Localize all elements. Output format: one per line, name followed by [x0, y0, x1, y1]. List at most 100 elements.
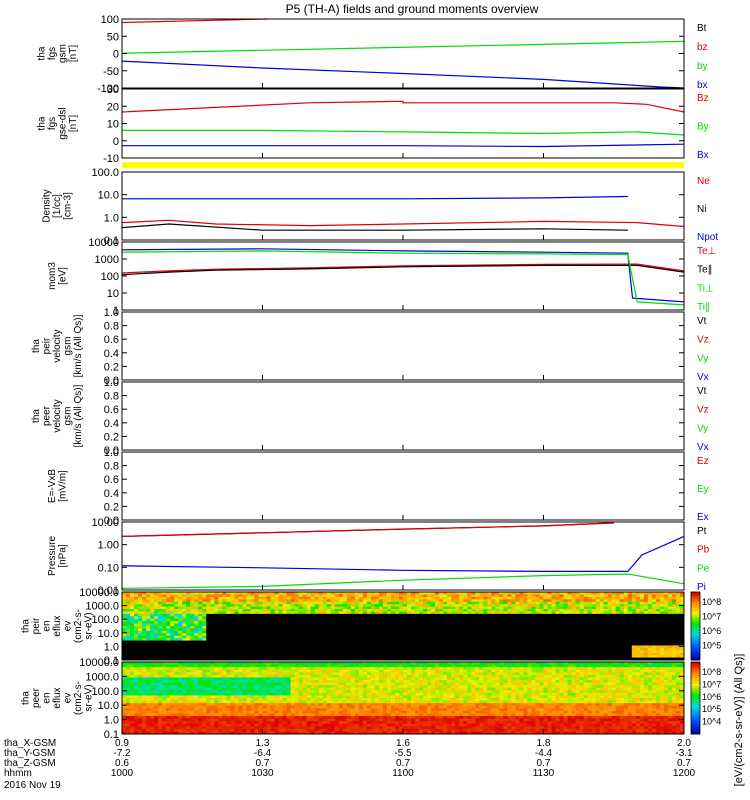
y-tick-label: 100.0 — [91, 686, 119, 698]
series-Pe — [121, 573, 685, 589]
colorbar-tick: 10^7 — [702, 612, 721, 622]
legend-Vx: Vx — [697, 372, 709, 383]
colorbar: 10^8 10^7 10^6 10^5 10^4 — [690, 661, 721, 735]
axis-row-value: -5.5 — [394, 748, 412, 759]
legend-Vy: Vy — [697, 423, 708, 434]
y-tick-label: 10.0 — [98, 700, 119, 712]
legend-Ez: Ez — [697, 456, 709, 467]
legend: Vt Vz Vy Vx — [697, 386, 709, 453]
heatmap-cells — [122, 662, 685, 735]
panel-1: 100 50 0 -50 -100 tha fgs gsm [nT] Bt bz by bx — [36, 14, 707, 95]
y-label-line: [km/s (All Qs)] — [73, 384, 84, 447]
y-label-line: eflux — [52, 615, 63, 636]
y-tick-label: 1.0 — [104, 447, 119, 459]
y-axis-label: Density [1/cc] [cm-3] — [42, 189, 74, 222]
y-tick-label: 0.2 — [104, 361, 119, 373]
y-label-line: en — [42, 692, 53, 703]
y-label-line: en — [42, 620, 53, 631]
y-tick-label: 10000 — [88, 237, 119, 249]
y-tick-label: 0.10 — [98, 562, 119, 574]
y-tick-label: 0.8 — [104, 321, 119, 333]
axis-row-value: 1000 — [111, 768, 134, 779]
axis-row-value: 0.7 — [677, 758, 691, 769]
y-tick-label: 1.0 — [104, 377, 119, 389]
y-label-line: gsm — [63, 337, 74, 356]
legend: Te⊥ Te∥ Ti⊥ Ti∥ — [697, 246, 716, 313]
axis-row-value: 1.6 — [396, 738, 410, 749]
series-Bz — [121, 100, 685, 113]
y-tick-label: 0.0 — [104, 375, 119, 387]
legend-Bz: Bz — [697, 93, 709, 104]
y-tick-label: 10 — [107, 119, 119, 131]
y-tick-label: 50 — [107, 31, 119, 43]
series-Ne — [121, 219, 685, 228]
legend-Vz: Vz — [697, 405, 709, 416]
y-tick-label: 0.2 — [104, 501, 119, 513]
y-tick-label: 10.0 — [98, 190, 119, 202]
legend: Bz By Bx — [697, 93, 709, 161]
series-Ti∥ — [121, 250, 685, 306]
y-label-line: mom3 — [47, 262, 58, 290]
y-tick-label: 0.6 — [104, 404, 119, 416]
series-Bt — [121, 18, 268, 24]
y-label-line: tha — [31, 339, 42, 353]
colorbar-tick: 10^5 — [702, 704, 721, 714]
y-tick-label: 1.0 — [104, 307, 119, 319]
axis-row-label: hhmm — [4, 768, 32, 779]
y-label-line: tha — [21, 691, 32, 705]
figure-title: P5 (TH-A) fields and ground moments over… — [286, 2, 539, 16]
colorbar: 10^8 10^7 10^6 10^5 — [690, 591, 721, 661]
legend-Ni: Ni — [697, 204, 706, 215]
legend: Ez Ey Ex — [697, 456, 709, 523]
y-label-line: tha — [36, 116, 47, 130]
legend-Vz: Vz — [697, 335, 709, 346]
y-label-line: eflux — [52, 687, 63, 708]
y-tick-label: 0.1 — [104, 729, 119, 741]
legend: Ne Ni Npot — [697, 176, 718, 243]
legend: Bt bz by bx — [697, 23, 708, 91]
y-tick-label: 10000.0 — [79, 587, 119, 599]
legend-Pb: Pb — [697, 545, 710, 556]
y-tick-label: 0.2 — [104, 431, 119, 443]
series-Ti⊥ — [121, 248, 685, 303]
legend-Vt: Vt — [697, 316, 707, 327]
y-tick-label: 10 — [107, 288, 119, 300]
axis-row-value: 1.8 — [537, 738, 551, 749]
y-tick-label: 100.0 — [91, 167, 119, 179]
y-tick-label: 0 — [113, 136, 119, 148]
panel-2: 30 20 10 0 -10 tha fgs gse-dsl [nT] Bz By Bx — [36, 84, 708, 165]
time-axis: tha_X-GSM 0.9 1.3 1.6 1.8 2.0 tha_Y-GSM -7.2 -6.… — [4, 83, 696, 791]
y-tick-label: 0.6 — [104, 474, 119, 486]
legend-Vx: Vx — [697, 442, 709, 453]
axis-row-label: tha_Y-GSM — [4, 748, 55, 759]
axis-row-value: -7.2 — [113, 748, 131, 759]
series-Te⊥ — [121, 263, 685, 274]
y-label-line: tha — [36, 46, 47, 60]
y-label-line: ev — [63, 693, 74, 704]
legend-Vt: Vt — [697, 386, 707, 397]
colorbar-tick: 10^6 — [702, 692, 721, 702]
y-label-line: [nT] — [68, 115, 79, 132]
y-tick-label: 0.4 — [104, 418, 119, 430]
series-Pi — [121, 535, 685, 573]
colorbar-tick: 10^7 — [702, 679, 721, 689]
y-tick-label: 10000.0 — [79, 657, 119, 669]
y-label-line: ev — [63, 621, 74, 632]
status-bar-yellow — [122, 162, 684, 168]
y-tick-label: 1000.0 — [85, 671, 119, 683]
y-tick-label: 0.6 — [104, 334, 119, 346]
y-axis-label: tha peer velocity gsm [km/s (All Qs)] — [31, 384, 84, 447]
y-label-line: peir — [31, 617, 42, 634]
series-Npot — [122, 195, 628, 200]
panel-10: 10^8 10^7 10^6 10^5 10^4 10000.0 1000.0 100.0 10… — [21, 657, 722, 741]
legend-bx: bx — [697, 80, 708, 91]
colorbar-tick: 10^4 — [702, 717, 721, 727]
axis-row-value: -6.4 — [254, 748, 272, 759]
legend-Vy: Vy — [697, 353, 708, 364]
y-label-line: [cm-3] — [63, 192, 74, 220]
y-tick-label: 0.0 — [104, 445, 119, 457]
series-bx — [121, 60, 685, 89]
y-label-line: [mV/m] — [57, 470, 68, 502]
